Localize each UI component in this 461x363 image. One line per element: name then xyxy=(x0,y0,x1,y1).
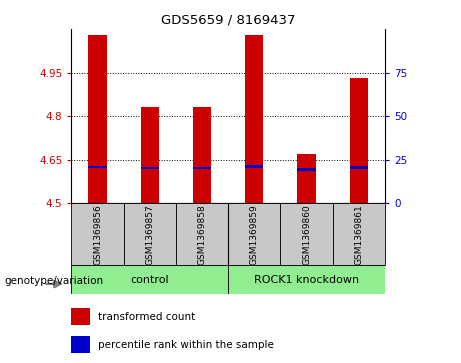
Text: GSM1369857: GSM1369857 xyxy=(145,204,154,265)
Bar xyxy=(141,107,159,203)
Bar xyxy=(193,167,211,169)
Bar xyxy=(333,203,385,265)
Bar xyxy=(297,154,316,203)
Text: GSM1369859: GSM1369859 xyxy=(250,204,259,265)
Bar xyxy=(193,107,211,203)
Text: GSM1369861: GSM1369861 xyxy=(355,204,363,265)
Bar xyxy=(71,265,228,294)
Bar xyxy=(176,203,228,265)
Bar xyxy=(280,203,333,265)
Bar xyxy=(245,35,264,203)
Bar xyxy=(71,308,90,325)
Text: GSM1369860: GSM1369860 xyxy=(302,204,311,265)
Text: percentile rank within the sample: percentile rank within the sample xyxy=(98,339,274,350)
Bar xyxy=(71,336,90,353)
Bar xyxy=(349,166,368,168)
Bar xyxy=(349,78,368,203)
Text: ROCK1 knockdown: ROCK1 knockdown xyxy=(254,274,359,285)
Bar xyxy=(141,167,159,169)
Bar xyxy=(124,203,176,265)
Bar xyxy=(89,35,106,203)
Text: genotype/variation: genotype/variation xyxy=(5,276,104,286)
Text: transformed count: transformed count xyxy=(98,312,195,322)
Bar xyxy=(89,166,106,168)
Text: control: control xyxy=(130,274,169,285)
Text: GSM1369858: GSM1369858 xyxy=(198,204,207,265)
Bar xyxy=(297,168,316,171)
Text: GSM1369856: GSM1369856 xyxy=(93,204,102,265)
Bar xyxy=(228,203,280,265)
Bar xyxy=(228,265,385,294)
Bar xyxy=(245,165,264,168)
Bar xyxy=(71,203,124,265)
Title: GDS5659 / 8169437: GDS5659 / 8169437 xyxy=(161,13,296,26)
